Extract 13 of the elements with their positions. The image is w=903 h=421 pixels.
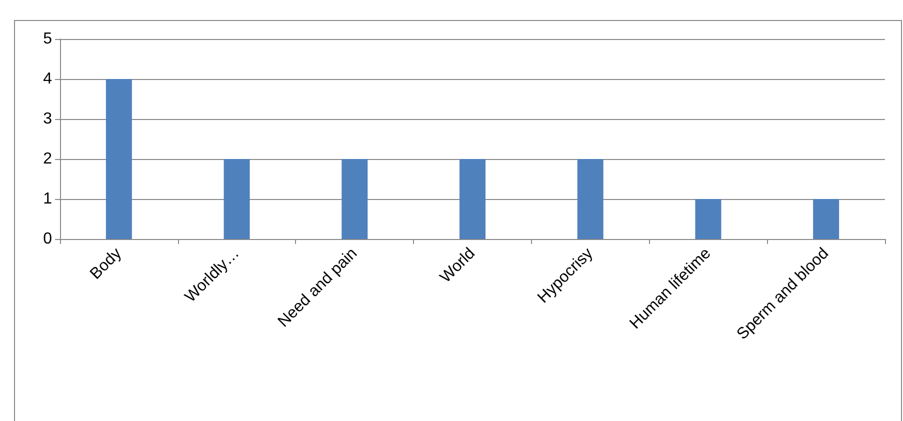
bar: [695, 199, 722, 239]
y-tick-label: 5: [43, 30, 52, 48]
y-tick-label: 4: [43, 70, 52, 88]
y-tick-label: 2: [43, 150, 52, 168]
bar: [460, 159, 486, 239]
bar: [106, 79, 132, 239]
bar: [577, 159, 604, 239]
y-tick-label: 1: [43, 190, 52, 208]
bar: [813, 199, 840, 239]
y-tick-label: 3: [43, 110, 52, 128]
bar: [342, 159, 368, 239]
bar: [224, 159, 250, 239]
y-tick-label: 0: [43, 230, 52, 248]
